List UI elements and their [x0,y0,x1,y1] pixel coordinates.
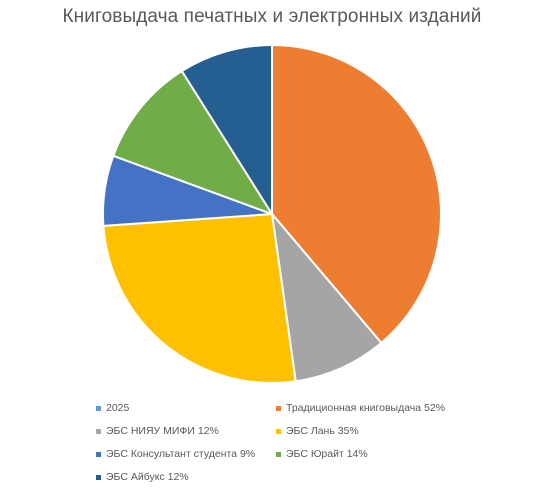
legend-item-mifi: ЭБС НИЯУ МИФИ 12% [96,425,219,437]
legend-label: ЭБС Консультант студента 9% [106,448,256,460]
legend-label: ЭБС Айбукс 12% [106,471,189,483]
legend-swatch [96,474,101,480]
pie-slice-5 [112,70,273,215]
legend-item-2025: 2025 [96,402,129,414]
pie-slice-1 [271,44,442,344]
legend-label: ЭБС Юрайт 14% [286,448,368,460]
legend-swatch [96,428,101,434]
legend-item-konsultant: ЭБС Консультант студента 9% [96,448,255,460]
pie-slices [102,44,442,384]
legend-swatch [96,451,101,457]
pie-slice-3 [102,213,297,384]
legend-item-lan: ЭБС Лань 35% [276,425,359,437]
pie-slice-2 [271,213,383,383]
legend-item-ibooks: ЭБС Айбукс 12% [96,471,189,483]
legend-swatch [276,428,281,434]
pie-slice-6 [180,44,273,215]
legend-label: 2025 [106,402,130,414]
legend-label: ЭБС Лань 35% [286,425,359,437]
legend-label: ЭБС НИЯУ МИФИ 12% [106,425,219,437]
legend-item-traditional: Традиционная книговыдача 52% [276,402,445,414]
legend-label: Традиционная книговыдача 52% [286,402,446,414]
legend-swatch [276,451,281,457]
chart-title: Книговыдача печатных и электронных издан… [62,6,482,27]
legend-item-urait: ЭБС Юрайт 14% [276,448,368,460]
legend-swatch [276,405,281,411]
legend-swatch [96,405,101,411]
